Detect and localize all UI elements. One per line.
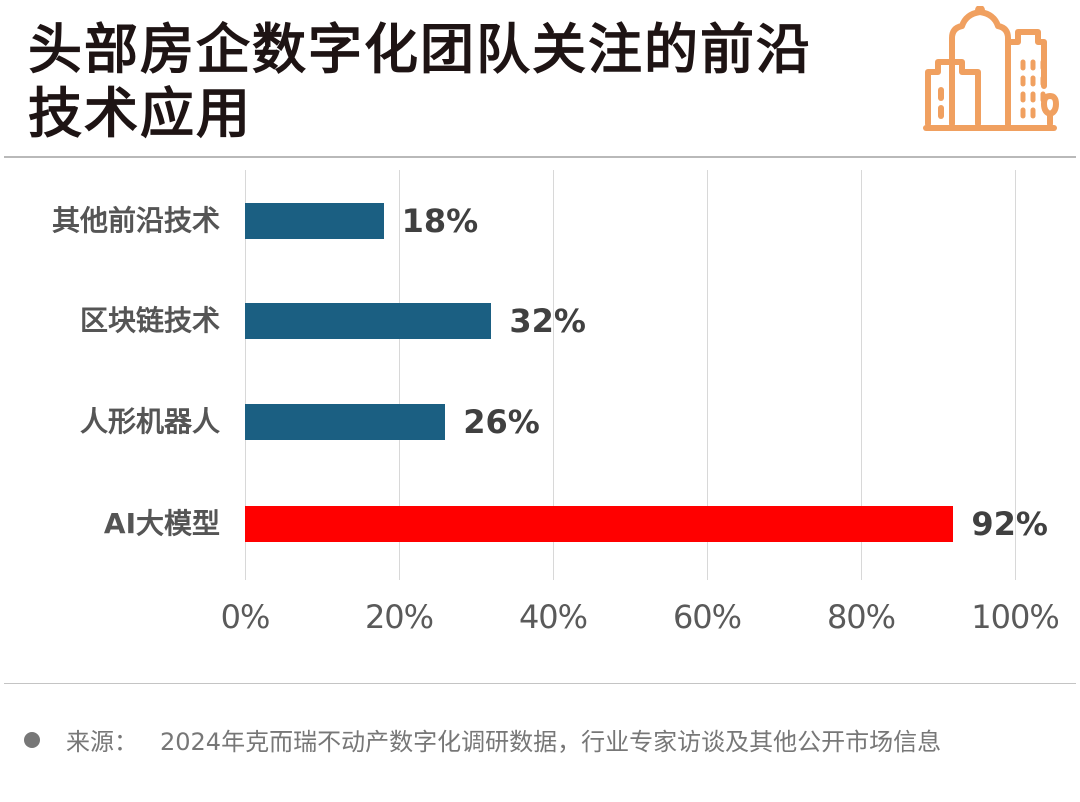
gridline xyxy=(707,170,708,580)
value-label: 32% xyxy=(509,302,586,340)
x-tick-label: 40% xyxy=(518,598,588,636)
gridline xyxy=(245,170,246,580)
bullet-icon xyxy=(24,731,40,748)
value-label: 26% xyxy=(463,403,540,441)
x-tick-label: 20% xyxy=(364,598,434,636)
source-label: 来源： xyxy=(66,728,138,756)
header-divider xyxy=(4,156,1076,158)
x-tick-label: 80% xyxy=(826,598,896,636)
chart-title: 头部房企数字化团队关注的前沿 技术应用 xyxy=(28,18,812,146)
value-label: 92% xyxy=(971,505,1048,543)
source-text: 2024年克而瑞不动产数字化调研数据，行业专家访谈及其他公开市场信息 xyxy=(160,728,942,756)
title-line-2: 技术应用 xyxy=(28,82,252,145)
category-label: 其他前沿技术 xyxy=(51,204,220,237)
x-tick-label: 100% xyxy=(971,598,1059,636)
x-tick-label: 60% xyxy=(672,598,742,636)
bar xyxy=(245,506,954,542)
category-label: AI大模型 xyxy=(103,507,220,540)
x-tick-label: 0% xyxy=(220,598,271,636)
category-label: 区块链技术 xyxy=(79,304,220,337)
city-buildings-icon xyxy=(923,6,1059,131)
gridline xyxy=(553,170,554,580)
footer-divider xyxy=(4,683,1076,684)
bar xyxy=(245,404,446,440)
bar xyxy=(245,303,492,339)
category-label: 人形机器人 xyxy=(79,405,220,438)
gridline xyxy=(861,170,862,580)
value-label: 18% xyxy=(401,202,479,240)
title-line-1: 头部房企数字化团队关注的前沿 xyxy=(28,18,812,81)
gridline xyxy=(399,170,400,580)
source-note: 来源： 2024年克而瑞不动产数字化调研数据，行业专家访谈及其他公开市场信息 xyxy=(24,722,941,757)
bar xyxy=(245,203,384,239)
bar-chart: 其他前沿技术 18% 区块链技术 32% 人形机器人 26% AI大模型 92% xyxy=(0,170,1080,590)
gridline xyxy=(1015,170,1016,580)
